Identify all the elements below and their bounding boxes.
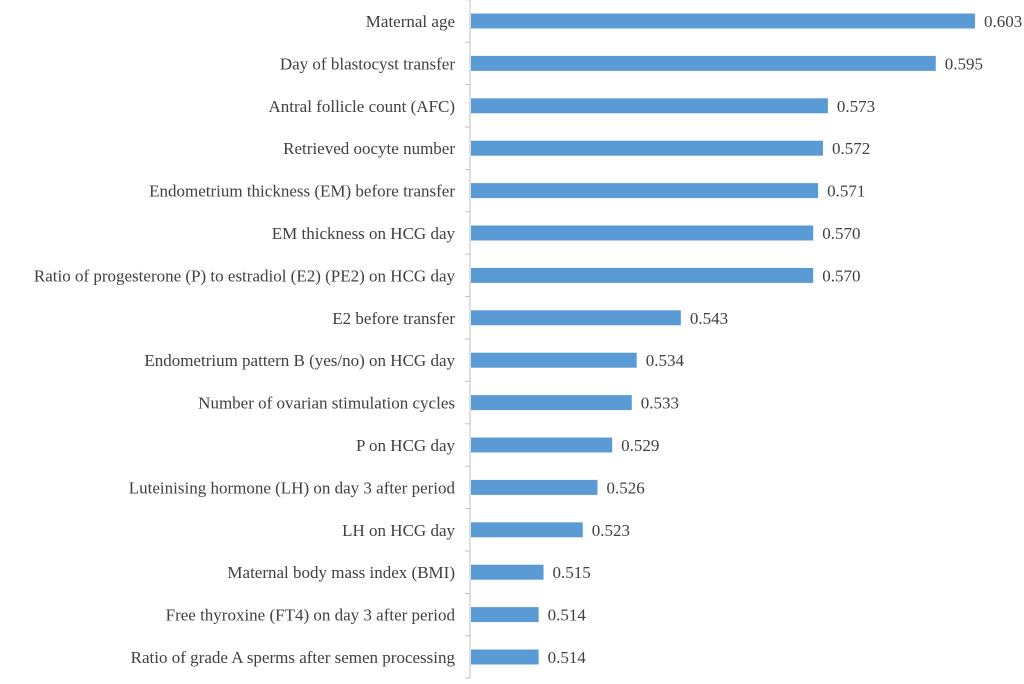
bar [471,225,814,241]
bar [471,55,936,71]
category-label: E2 before transfer [332,309,455,328]
bar [471,140,824,156]
bar [471,607,539,623]
data-label: 0.526 [606,478,644,497]
data-label: 0.515 [553,563,591,582]
data-label: 0.570 [822,266,860,285]
data-label: 0.514 [548,606,587,625]
data-label: 0.570 [822,224,860,243]
bar [471,183,819,199]
bar [471,437,613,453]
bar [471,564,544,580]
data-label: 0.529 [621,436,659,455]
category-label: Maternal age [366,12,455,31]
category-label: Ratio of grade A sperms after semen proc… [131,648,456,667]
data-label: 0.523 [592,521,630,540]
data-label: 0.543 [690,309,728,328]
data-label: 0.573 [837,97,875,116]
category-label: LH on HCG day [342,521,455,540]
category-label: Endometrium thickness (EM) before transf… [149,182,455,201]
bar [471,522,583,538]
data-label: 0.603 [984,12,1022,31]
category-label: Number of ovarian stimulation cycles [198,394,455,413]
category-label: Retrieved oocyte number [283,139,455,158]
category-label: Luteinising hormone (LH) on day 3 after … [129,478,456,497]
data-label: 0.572 [832,139,870,158]
category-label: P on HCG day [356,436,456,455]
data-label: 0.533 [641,394,679,413]
data-label: 0.514 [548,648,587,667]
data-label: 0.534 [646,351,685,370]
data-label: 0.595 [945,54,983,73]
data-label: 0.571 [827,182,865,201]
category-label: Endometrium pattern B (yes/no) on HCG da… [144,351,455,370]
bar [471,479,598,495]
bar [471,310,681,326]
bar [471,649,539,665]
bar [471,395,632,411]
category-label: Free thyroxine (FT4) on day 3 after peri… [166,606,456,625]
bar [471,352,637,368]
category-label: Day of blastocyst transfer [280,54,455,73]
category-label: Antral follicle count (AFC) [269,97,456,116]
category-label: Ratio of progesterone (P) to estradiol (… [34,266,456,285]
bar [471,98,828,114]
bar [471,13,975,29]
category-label: EM thickness on HCG day [272,224,456,243]
category-label: Maternal body mass index (BMI) [227,563,455,582]
bar [471,267,814,283]
